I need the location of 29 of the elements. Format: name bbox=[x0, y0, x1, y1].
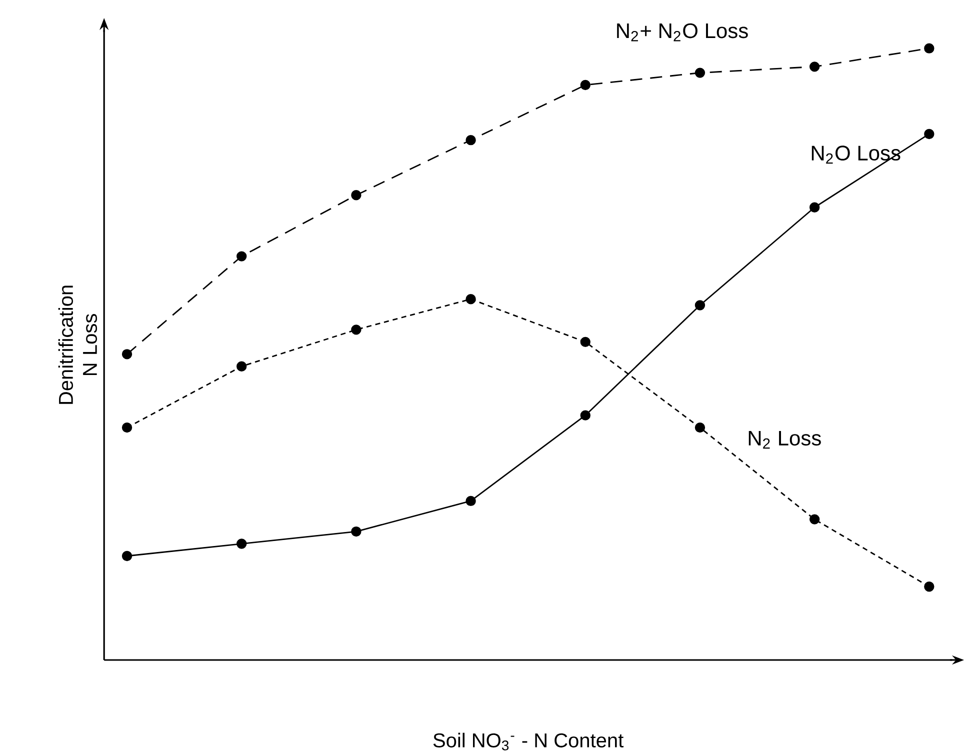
point bbox=[466, 496, 476, 506]
point bbox=[694, 300, 706, 310]
series-label: N$_{2}$+ N$_{2}$O Loss bbox=[617, 23, 748, 42]
series-label: N$_{2}$ Loss bbox=[748, 430, 821, 449]
point bbox=[580, 410, 590, 420]
point bbox=[466, 134, 476, 146]
point bbox=[122, 550, 132, 562]
point bbox=[236, 251, 247, 262]
point bbox=[580, 336, 590, 348]
point bbox=[924, 128, 934, 140]
point bbox=[351, 190, 362, 200]
point bbox=[580, 80, 590, 90]
point bbox=[122, 349, 132, 360]
point bbox=[236, 361, 247, 372]
point bbox=[351, 324, 362, 335]
point bbox=[809, 202, 820, 212]
point bbox=[351, 526, 362, 537]
point bbox=[122, 422, 132, 433]
point bbox=[694, 422, 706, 433]
point bbox=[809, 62, 820, 72]
point bbox=[236, 538, 247, 549]
point bbox=[466, 294, 476, 304]
point bbox=[694, 68, 706, 78]
y-axis-title: Denitrification N Loss bbox=[58, 286, 98, 404]
point bbox=[809, 514, 820, 524]
point bbox=[924, 43, 934, 54]
point bbox=[924, 581, 934, 592]
x-axis-title: Soil NO$_{3}$$^{-}$ - N Content bbox=[433, 732, 624, 750]
series-label: N$_{2}$O Loss bbox=[812, 146, 900, 164]
